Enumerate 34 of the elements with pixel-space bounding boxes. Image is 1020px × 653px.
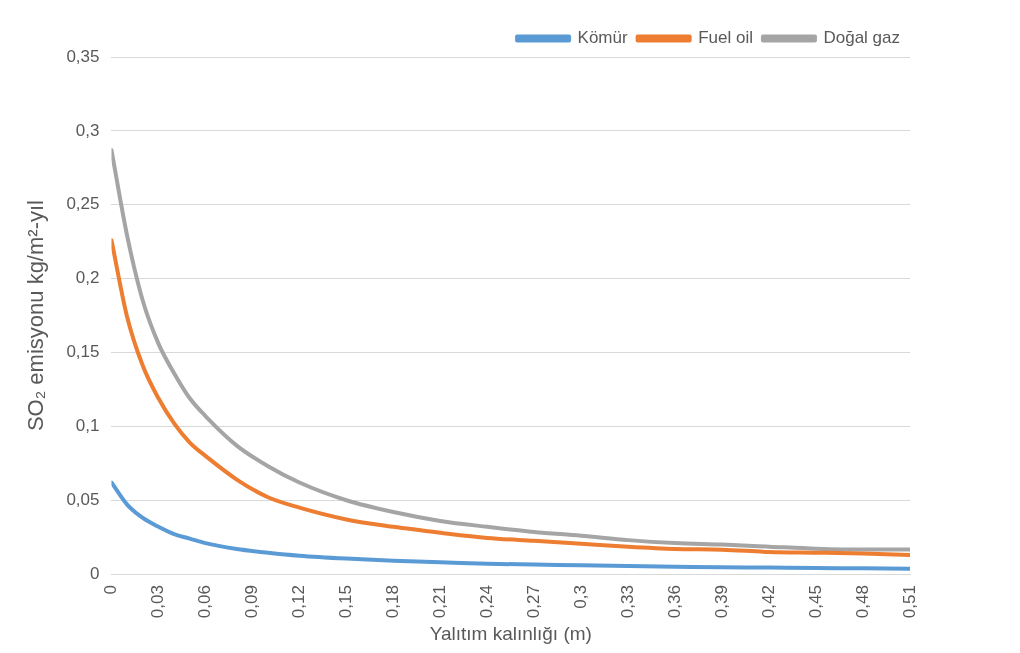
legend-label: Fuel oil <box>698 28 753 48</box>
x-tick-label: 0,39 <box>711 585 731 619</box>
x-tick-label: 0,45 <box>805 585 825 619</box>
x-tick-label: 0,36 <box>664 585 684 619</box>
x-tick-label: 0,48 <box>852 585 872 619</box>
line-series <box>111 238 910 557</box>
x-tick-label: 0,42 <box>758 585 778 619</box>
x-tick-label: 0,09 <box>242 585 262 619</box>
x-tick-label: 0,51 <box>899 585 919 619</box>
x-tick-label: 0,21 <box>429 585 449 619</box>
y-axis-title: SO₂ emisyonu kg/m²-yıl <box>23 200 49 432</box>
x-tick-label: 0,3 <box>570 585 590 609</box>
x-axis-title: Yalıtım kalınlığı (m) <box>429 622 592 644</box>
x-tick-label: 0,15 <box>336 585 356 619</box>
y-tick-label: 0,35 <box>66 46 100 66</box>
legend-label: Doğal gaz <box>823 28 901 48</box>
y-tick-label: 0 <box>90 563 100 583</box>
x-tick-label: 0,24 <box>476 585 496 619</box>
x-tick-label: 0,27 <box>523 585 543 619</box>
x-tick-label: 0,03 <box>148 585 168 619</box>
line-series <box>111 480 910 571</box>
y-tick-label: 0,3 <box>75 120 100 140</box>
y-tick-label: 0,15 <box>66 342 100 362</box>
x-tick-label: 0 <box>101 585 121 595</box>
line-series <box>111 148 910 552</box>
x-tick-label: 0,33 <box>617 585 637 619</box>
y-tick-label: 0,05 <box>66 489 100 509</box>
legend-label: Kömür <box>577 28 628 48</box>
y-tick-label: 0,2 <box>75 268 100 288</box>
x-tick-label: 0,12 <box>289 585 309 619</box>
x-tick-label: 0,18 <box>383 585 402 619</box>
y-tick-label: 0,25 <box>66 194 100 214</box>
y-tick-label: 0,1 <box>75 416 100 436</box>
x-tick-label: 0,06 <box>195 585 215 619</box>
